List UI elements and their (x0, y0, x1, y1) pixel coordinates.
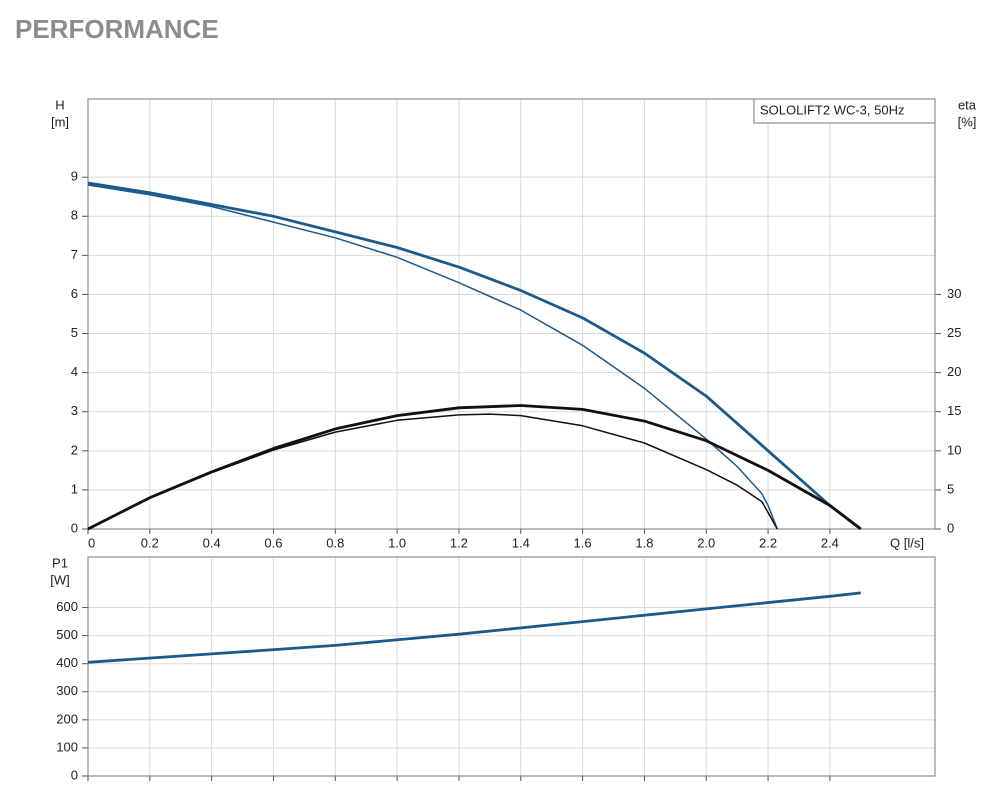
x-tick-label: 2.2 (759, 535, 777, 550)
y-tick-label: 0 (71, 767, 78, 782)
x-tick-label: 0.4 (203, 535, 221, 550)
y-tick-label: 2 (71, 442, 78, 457)
y-tick-label: 100 (56, 739, 78, 754)
y-tick-label: 600 (56, 599, 78, 614)
y-tick-label: 9 (71, 169, 78, 184)
y2-tick-label: 5 (947, 481, 954, 496)
curve (87, 591, 861, 664)
y-tick-label: 400 (56, 655, 78, 670)
y-tick-label: 5 (71, 325, 78, 340)
x-tick-label: 1.2 (450, 535, 468, 550)
y-axis-label: [m] (51, 114, 69, 129)
curve (87, 404, 862, 531)
x-tick-label: 0 (88, 535, 95, 550)
annotation-box (753, 98, 936, 124)
y2-axis-label: [%] (958, 114, 977, 129)
y2-tick-label: 20 (947, 364, 961, 379)
y2-tick-label: 15 (947, 403, 961, 418)
curve (87, 181, 862, 531)
y-axis-label: P1 (52, 555, 68, 570)
plot-frame (87, 98, 936, 530)
x-tick-label: 0.8 (326, 535, 344, 550)
y2-tick-label: 10 (947, 442, 961, 457)
x-tick-label: 0.2 (141, 535, 159, 550)
x-tick-label: 2.4 (821, 535, 839, 550)
x-tick-label: 1.8 (635, 535, 653, 550)
y2-tick-label: 25 (947, 325, 961, 340)
y2-tick-label: 0 (947, 520, 954, 535)
x-tick-label: 2.0 (697, 535, 715, 550)
y-tick-label: 3 (71, 403, 78, 418)
y-axis-label: H (55, 97, 64, 112)
y-axis-label: [W] (50, 572, 70, 587)
y-tick-label: 7 (71, 247, 78, 262)
x-tick-label: 1.0 (388, 535, 406, 550)
y2-tick-label: 30 (947, 286, 961, 301)
curve (87, 184, 778, 530)
y-tick-label: 500 (56, 627, 78, 642)
annotation: SOLOLIFT2 WC-3, 50Hz (760, 102, 904, 117)
y-tick-label: 0 (71, 520, 78, 535)
y-tick-label: 4 (71, 364, 78, 379)
x-tick-label: 1.6 (574, 535, 592, 550)
page-title: PERFORMANCE (15, 14, 219, 44)
y-tick-label: 1 (71, 481, 78, 496)
x-tick-label: 0.6 (264, 535, 282, 550)
curve (87, 413, 778, 530)
y2-axis-label: eta (958, 97, 977, 112)
y-tick-label: 8 (71, 208, 78, 223)
y-tick-label: 6 (71, 286, 78, 301)
x-tick-label: 1.4 (512, 535, 530, 550)
y-tick-label: 300 (56, 683, 78, 698)
y-tick-label: 200 (56, 711, 78, 726)
plot-frame (87, 556, 936, 777)
x-axis-label: Q [l/s] (890, 535, 924, 550)
